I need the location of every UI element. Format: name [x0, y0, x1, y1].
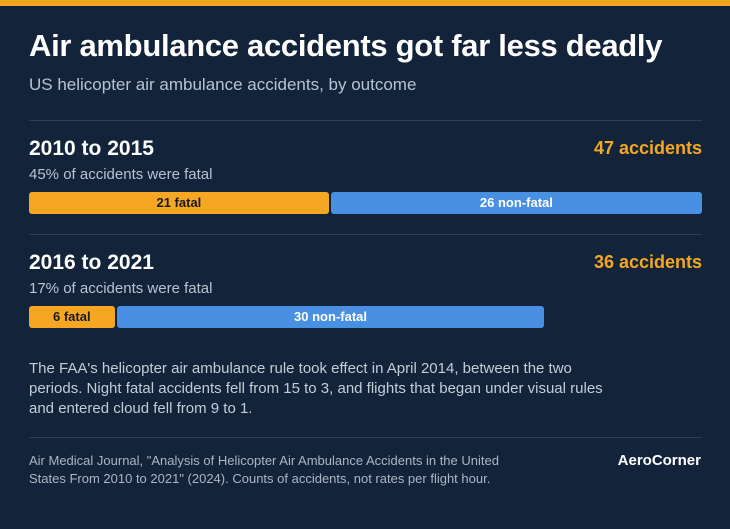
chart-subtitle: US helicopter air ambulance accidents, b…	[29, 75, 417, 94]
chart-footnote: The FAA's helicopter air ambulance rule …	[29, 360, 603, 417]
divider	[29, 234, 702, 235]
source-note: Air Medical Journal, "Analysis of Helico…	[29, 453, 499, 486]
period-fatal-share: 45% of accidents were fatal	[29, 166, 213, 183]
period-row: 2016 to 2021 36 accidents 17% of acciden…	[29, 251, 702, 351]
period-fatal-share: 17% of accidents were fatal	[29, 280, 213, 297]
period-total: 36 accidents	[593, 252, 702, 272]
publisher-brand: AeroCorner	[617, 452, 701, 469]
period-label: 2016 to 2021	[29, 251, 154, 274]
fatal-segment: 21 fatal	[29, 192, 329, 214]
top-accent-bar	[0, 0, 730, 6]
nonfatal-segment: 30 non-fatal	[116, 306, 545, 328]
stacked-bar: 6 fatal 30 non-fatal	[29, 306, 702, 328]
stacked-bar: 21 fatal 26 non-fatal	[29, 192, 702, 214]
fatal-segment: 6 fatal	[29, 306, 115, 328]
period-total: 47 accidents	[593, 138, 702, 158]
chart-title: Air ambulance accidents got far less dea…	[29, 28, 663, 63]
period-label: 2010 to 2015	[29, 137, 154, 160]
period-row: 2010 to 2015 47 accidents 45% of acciden…	[29, 137, 702, 237]
divider	[29, 437, 702, 438]
nonfatal-segment: 26 non-fatal	[330, 192, 702, 214]
divider	[29, 120, 702, 121]
